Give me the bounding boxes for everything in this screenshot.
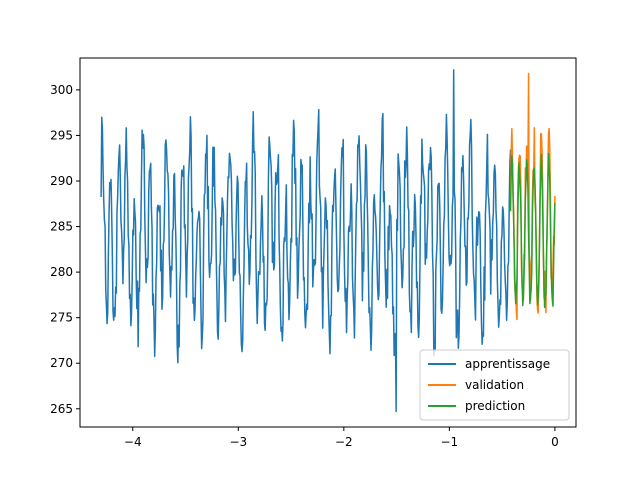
series-line-prediction bbox=[509, 152, 556, 309]
legend-label-apprentissage: apprentissage bbox=[465, 357, 550, 371]
x-axis: −4 −3 −2 −1 0 bbox=[124, 427, 559, 449]
legend: apprentissage validation prediction bbox=[419, 349, 570, 421]
legend-frame bbox=[419, 349, 570, 421]
legend-label-prediction: prediction bbox=[465, 399, 525, 413]
axes-frame bbox=[79, 57, 577, 428]
legend-label-validation: validation bbox=[465, 378, 524, 392]
y-tick-label: 265 bbox=[50, 402, 73, 416]
y-tick-label: 295 bbox=[50, 128, 73, 142]
x-tick-label: −1 bbox=[441, 435, 459, 449]
series-line-apprentissage bbox=[100, 69, 512, 413]
y-tick-label: 280 bbox=[50, 265, 73, 279]
y-tick-label: 290 bbox=[50, 174, 73, 188]
y-tick-label: 285 bbox=[50, 220, 73, 234]
y-tick-label: 270 bbox=[50, 356, 73, 370]
y-axis: 265 270 275 280 285 290 295 300 bbox=[50, 83, 80, 416]
y-tick-label: 300 bbox=[50, 83, 73, 97]
y-tick-label: 275 bbox=[50, 311, 73, 325]
x-tick-label: 0 bbox=[551, 435, 559, 449]
x-tick-label: −3 bbox=[229, 435, 247, 449]
x-tick-label: −2 bbox=[335, 435, 353, 449]
series-group bbox=[100, 69, 556, 413]
x-tick-label: −4 bbox=[124, 435, 142, 449]
